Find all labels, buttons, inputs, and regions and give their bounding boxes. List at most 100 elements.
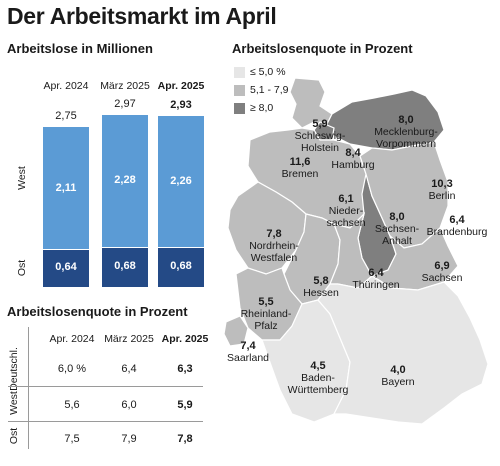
table-cell: 7,8	[177, 433, 193, 445]
state-value: 5,9	[312, 118, 328, 130]
state-name-line: Holstein	[301, 142, 339, 154]
state-name-line: Schleswig-	[294, 130, 346, 142]
state-name-line: Bayern	[381, 376, 415, 388]
series-label-west: West	[16, 166, 28, 190]
state-name-line: sachsen	[326, 217, 366, 229]
ost-segment	[158, 247, 204, 287]
state-value: 7,4	[240, 340, 256, 352]
state-label: 4,5 Baden- Württemberg	[288, 360, 349, 396]
state-shape-saarland	[223, 315, 249, 347]
legend-swatch	[234, 85, 245, 96]
west-value-label: 2,11	[55, 181, 77, 194]
stacked-bar: 2,28 0,68	[102, 115, 148, 287]
ost-segment	[102, 247, 148, 287]
state-label: 8,0 Sachsen- Anhalt	[375, 211, 419, 247]
state-label: 6,9 Sachsen	[422, 260, 463, 284]
table-cell: 6,3	[177, 363, 193, 375]
state-value: 6,1	[338, 193, 354, 205]
state-value: 4,0	[390, 364, 406, 376]
table-row-separator	[8, 386, 203, 387]
west-segment	[102, 115, 148, 247]
state-value: 8,4	[345, 147, 361, 159]
bar-total-label: 2,97	[114, 98, 136, 111]
state-name-line: Anhalt	[382, 235, 412, 247]
bar-total-label: 2,93	[170, 99, 192, 112]
bar-category-label: Apr. 2024	[43, 80, 89, 92]
ost-segment	[43, 249, 89, 287]
table-cell: 5,9	[177, 399, 193, 411]
state-value: 7,8	[266, 228, 282, 240]
state-label: 10,3 Berlin	[429, 178, 456, 202]
state-name-line: Nordrhein-	[249, 240, 299, 252]
state-name-line: Württemberg	[287, 384, 349, 396]
state-name-line: Westfalen	[250, 252, 298, 264]
state-name-line: Sachsen-	[374, 223, 420, 235]
bar-category-label: Apr. 2025	[157, 80, 205, 92]
state-value: 6,4	[449, 214, 465, 226]
state-name-line: Hamburg	[331, 159, 375, 171]
table-column-header: Apr. 2024	[49, 333, 95, 345]
state-value: 8,0	[398, 114, 414, 126]
state-shape-mecklenburg-vorpommern	[325, 89, 445, 151]
ost-value-label: 0,68	[114, 260, 136, 273]
state-name-line: Nieder-	[328, 205, 364, 217]
table-cell: 7,9	[121, 433, 137, 445]
state-name-line: Rheinland-	[240, 308, 292, 320]
state-value: 4,5	[310, 360, 326, 372]
state-label: 5,8 Hessen	[303, 275, 339, 299]
state-value: 6,4	[368, 267, 384, 279]
table-divider	[28, 327, 29, 449]
state-label: 5,9 Schleswig- Holstein	[295, 118, 346, 154]
state-name-line: Sachsen	[421, 272, 463, 284]
table-cell: 5,6	[64, 399, 80, 411]
legend-swatch	[234, 103, 245, 114]
table-column-header: Apr. 2025	[161, 333, 209, 345]
series-label-ost: Ost	[16, 259, 28, 277]
state-label: 6,4 Thüringen	[352, 267, 399, 291]
west-value-label: 2,28	[114, 174, 136, 187]
state-shape-nordrhein-westfalen	[227, 181, 307, 275]
state-name-line: Saarland	[226, 352, 270, 364]
state-value: 11,6	[289, 156, 311, 168]
west-segment	[158, 116, 204, 247]
ost-value-label: 0,64	[55, 261, 77, 274]
table-cell: 6,4	[121, 363, 137, 375]
state-label: 11,6 Bremen	[282, 156, 319, 180]
state-value: 10,3	[431, 178, 453, 190]
state-label: 6,4 Brandenburg	[427, 214, 488, 238]
legend-swatch	[234, 67, 245, 78]
state-shape-bayern	[317, 275, 489, 425]
state-name-line: Brandenburg	[426, 226, 488, 238]
map-subtitle: Arbeitslosenquote in Prozent	[232, 41, 413, 56]
state-value: 5,5	[258, 296, 274, 308]
state-name-line: Thüringen	[352, 279, 400, 291]
legend-label: ≤ 5,0 %	[250, 66, 286, 78]
state-value: 8,0	[389, 211, 405, 223]
state-name-line: Baden-	[301, 372, 335, 384]
ost-value-label: 0,68	[170, 260, 192, 273]
bar-total-label: 2,75	[55, 110, 77, 123]
state-label: 6,1 Nieder-sachsen	[326, 193, 365, 229]
page-title: Der Arbeitsmarkt im April	[7, 3, 277, 29]
state-label: 4,0 Bayern	[381, 364, 414, 388]
state-name-line: Mecklenburg-	[374, 126, 438, 138]
table-row-label: Ost	[8, 427, 20, 445]
table-row-separator	[8, 421, 203, 422]
germany-map	[223, 78, 489, 425]
state-label: 8,4 Hamburg	[331, 147, 374, 171]
state-label: 7,8 Nordrhein- Westfalen	[249, 228, 299, 264]
state-label: 8,0 Mecklenburg- Vorpommern	[374, 114, 438, 150]
bar-category-label: März 2025	[100, 80, 150, 92]
stacked-bar: 2,26 0,68	[158, 116, 204, 287]
west-value-label: 2,26	[170, 174, 192, 187]
state-label: 5,5 Rheinland- Pfalz	[241, 296, 292, 332]
state-name-line: Pfalz	[254, 320, 278, 332]
table-column-header: März 2025	[104, 333, 154, 345]
stacked-bar: 2,11 0,64	[43, 127, 89, 287]
state-name-line: Berlin	[428, 190, 456, 202]
state-name-line: Vorpommern	[375, 138, 437, 150]
state-name-line: Bremen	[281, 168, 319, 180]
state-label: 7,4 Saarland	[227, 340, 269, 364]
legend-label: 5,1 - 7,9	[250, 84, 289, 96]
legend-label: ≥ 8,0	[250, 102, 274, 114]
